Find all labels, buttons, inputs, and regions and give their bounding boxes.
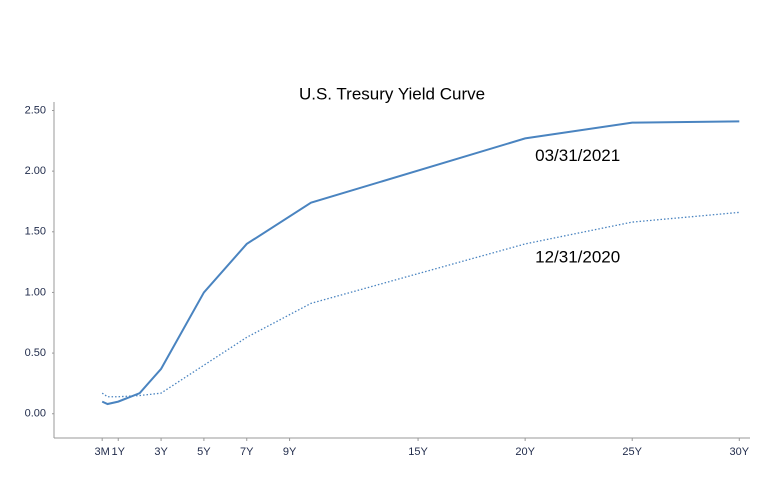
x-tick-label: 15Y <box>408 446 428 458</box>
x-tick-label: 5Y <box>197 446 211 458</box>
series-line <box>101 120 740 406</box>
x-tick-label: 30Y <box>730 446 750 458</box>
y-tick-label: 1.00 <box>25 286 46 298</box>
y-tick-label: 2.50 <box>25 104 46 116</box>
y-tick-label: 2.00 <box>25 165 46 177</box>
series-label: 12/31/2020 <box>535 247 620 266</box>
x-tick-label: 3Y <box>154 446 168 458</box>
series-label: 03/31/2021 <box>535 146 620 165</box>
x-tick-label: 20Y <box>515 446 535 458</box>
y-tick-label: 1.50 <box>25 226 46 238</box>
x-tick-label: 25Y <box>622 446 642 458</box>
x-tick-label: 7Y <box>240 446 254 458</box>
chart-title: U.S. Tresury Yield Curve <box>299 84 485 103</box>
y-tick-label: 0.50 <box>25 347 46 359</box>
x-tick-label: 9Y <box>283 446 297 458</box>
x-tick-label: 3M <box>95 446 110 458</box>
y-tick-label: 0.00 <box>25 408 46 420</box>
series-line <box>101 211 740 398</box>
x-tick-label: 1Y <box>112 446 126 458</box>
